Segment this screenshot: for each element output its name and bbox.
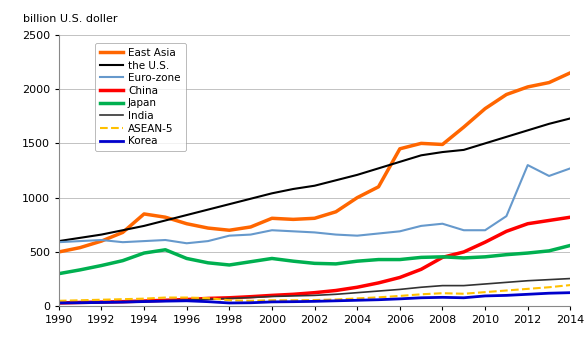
Text: billion U.S. doller: billion U.S. doller — [23, 14, 118, 24]
Legend: East Asia, the U.S., Euro-zone, China, Japan, India, ASEAN-5, Korea: East Asia, the U.S., Euro-zone, China, J… — [95, 43, 186, 151]
